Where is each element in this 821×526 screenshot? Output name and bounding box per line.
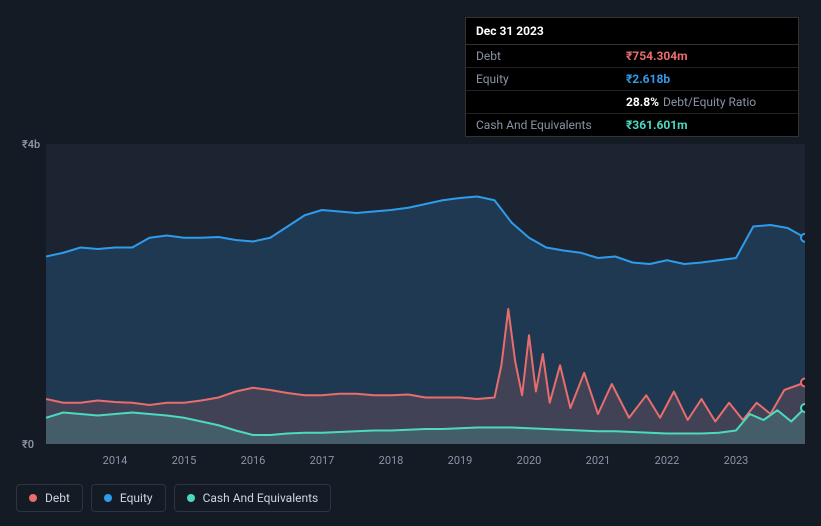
series-end-dot: [801, 404, 805, 412]
tooltip-row: 28.8%Debt/Equity Ratio: [466, 91, 798, 114]
tooltip-label: Debt: [476, 49, 626, 63]
series-end-dot: [801, 379, 805, 387]
x-axis-label: 2017: [310, 454, 335, 467]
chart-legend: Debt Equity Cash And Equivalents: [16, 484, 331, 512]
legend-dot-icon: [187, 494, 195, 502]
x-axis-label: 2022: [655, 454, 680, 467]
legend-item[interactable]: Equity: [91, 484, 166, 512]
x-axis-label: 2021: [586, 454, 611, 467]
chart-tooltip: Dec 31 2023 Debt₹754.304mEquity₹2.618b28…: [465, 17, 799, 137]
x-axis-label: 2020: [517, 454, 542, 467]
x-axis-label: 2018: [379, 454, 404, 467]
plot-area[interactable]: [46, 144, 805, 444]
legend-item[interactable]: Cash And Equivalents: [174, 484, 332, 512]
series-end-dot: [801, 234, 805, 242]
legend-item[interactable]: Debt: [16, 484, 83, 512]
legend-dot-icon: [104, 494, 112, 502]
x-axis-label: 2016: [241, 454, 266, 467]
legend-label: Equity: [120, 491, 153, 505]
x-axis-label: 2023: [724, 454, 749, 467]
x-axis-label: 2014: [103, 454, 128, 467]
x-axis-label: 2015: [172, 454, 197, 467]
legend-label: Debt: [45, 491, 70, 505]
tooltip-date: Dec 31 2023: [466, 18, 798, 45]
debt-equity-chart: ₹4b₹0 2014201520162017201820192020202120…: [16, 120, 805, 460]
tooltip-value: ₹754.304m: [626, 49, 688, 63]
tooltip-row: Debt₹754.304m: [466, 45, 798, 68]
legend-dot-icon: [29, 494, 37, 502]
y-axis-label: ₹0: [22, 438, 34, 451]
tooltip-row: Equity₹2.618b: [466, 68, 798, 91]
x-axis: 2014 2015 2016 2017 2018 2019 2020 2021 2022 2023: [46, 450, 805, 470]
tooltip-value: 28.8%Debt/Equity Ratio: [626, 95, 756, 109]
tooltip-label: [476, 95, 626, 109]
y-axis-label: ₹4b: [22, 138, 40, 151]
tooltip-suffix: Debt/Equity Ratio: [663, 95, 756, 109]
tooltip-value: ₹2.618b: [626, 72, 670, 86]
tooltip-label: Equity: [476, 72, 626, 86]
x-axis-label: 2019: [448, 454, 473, 467]
legend-label: Cash And Equivalents: [203, 491, 319, 505]
